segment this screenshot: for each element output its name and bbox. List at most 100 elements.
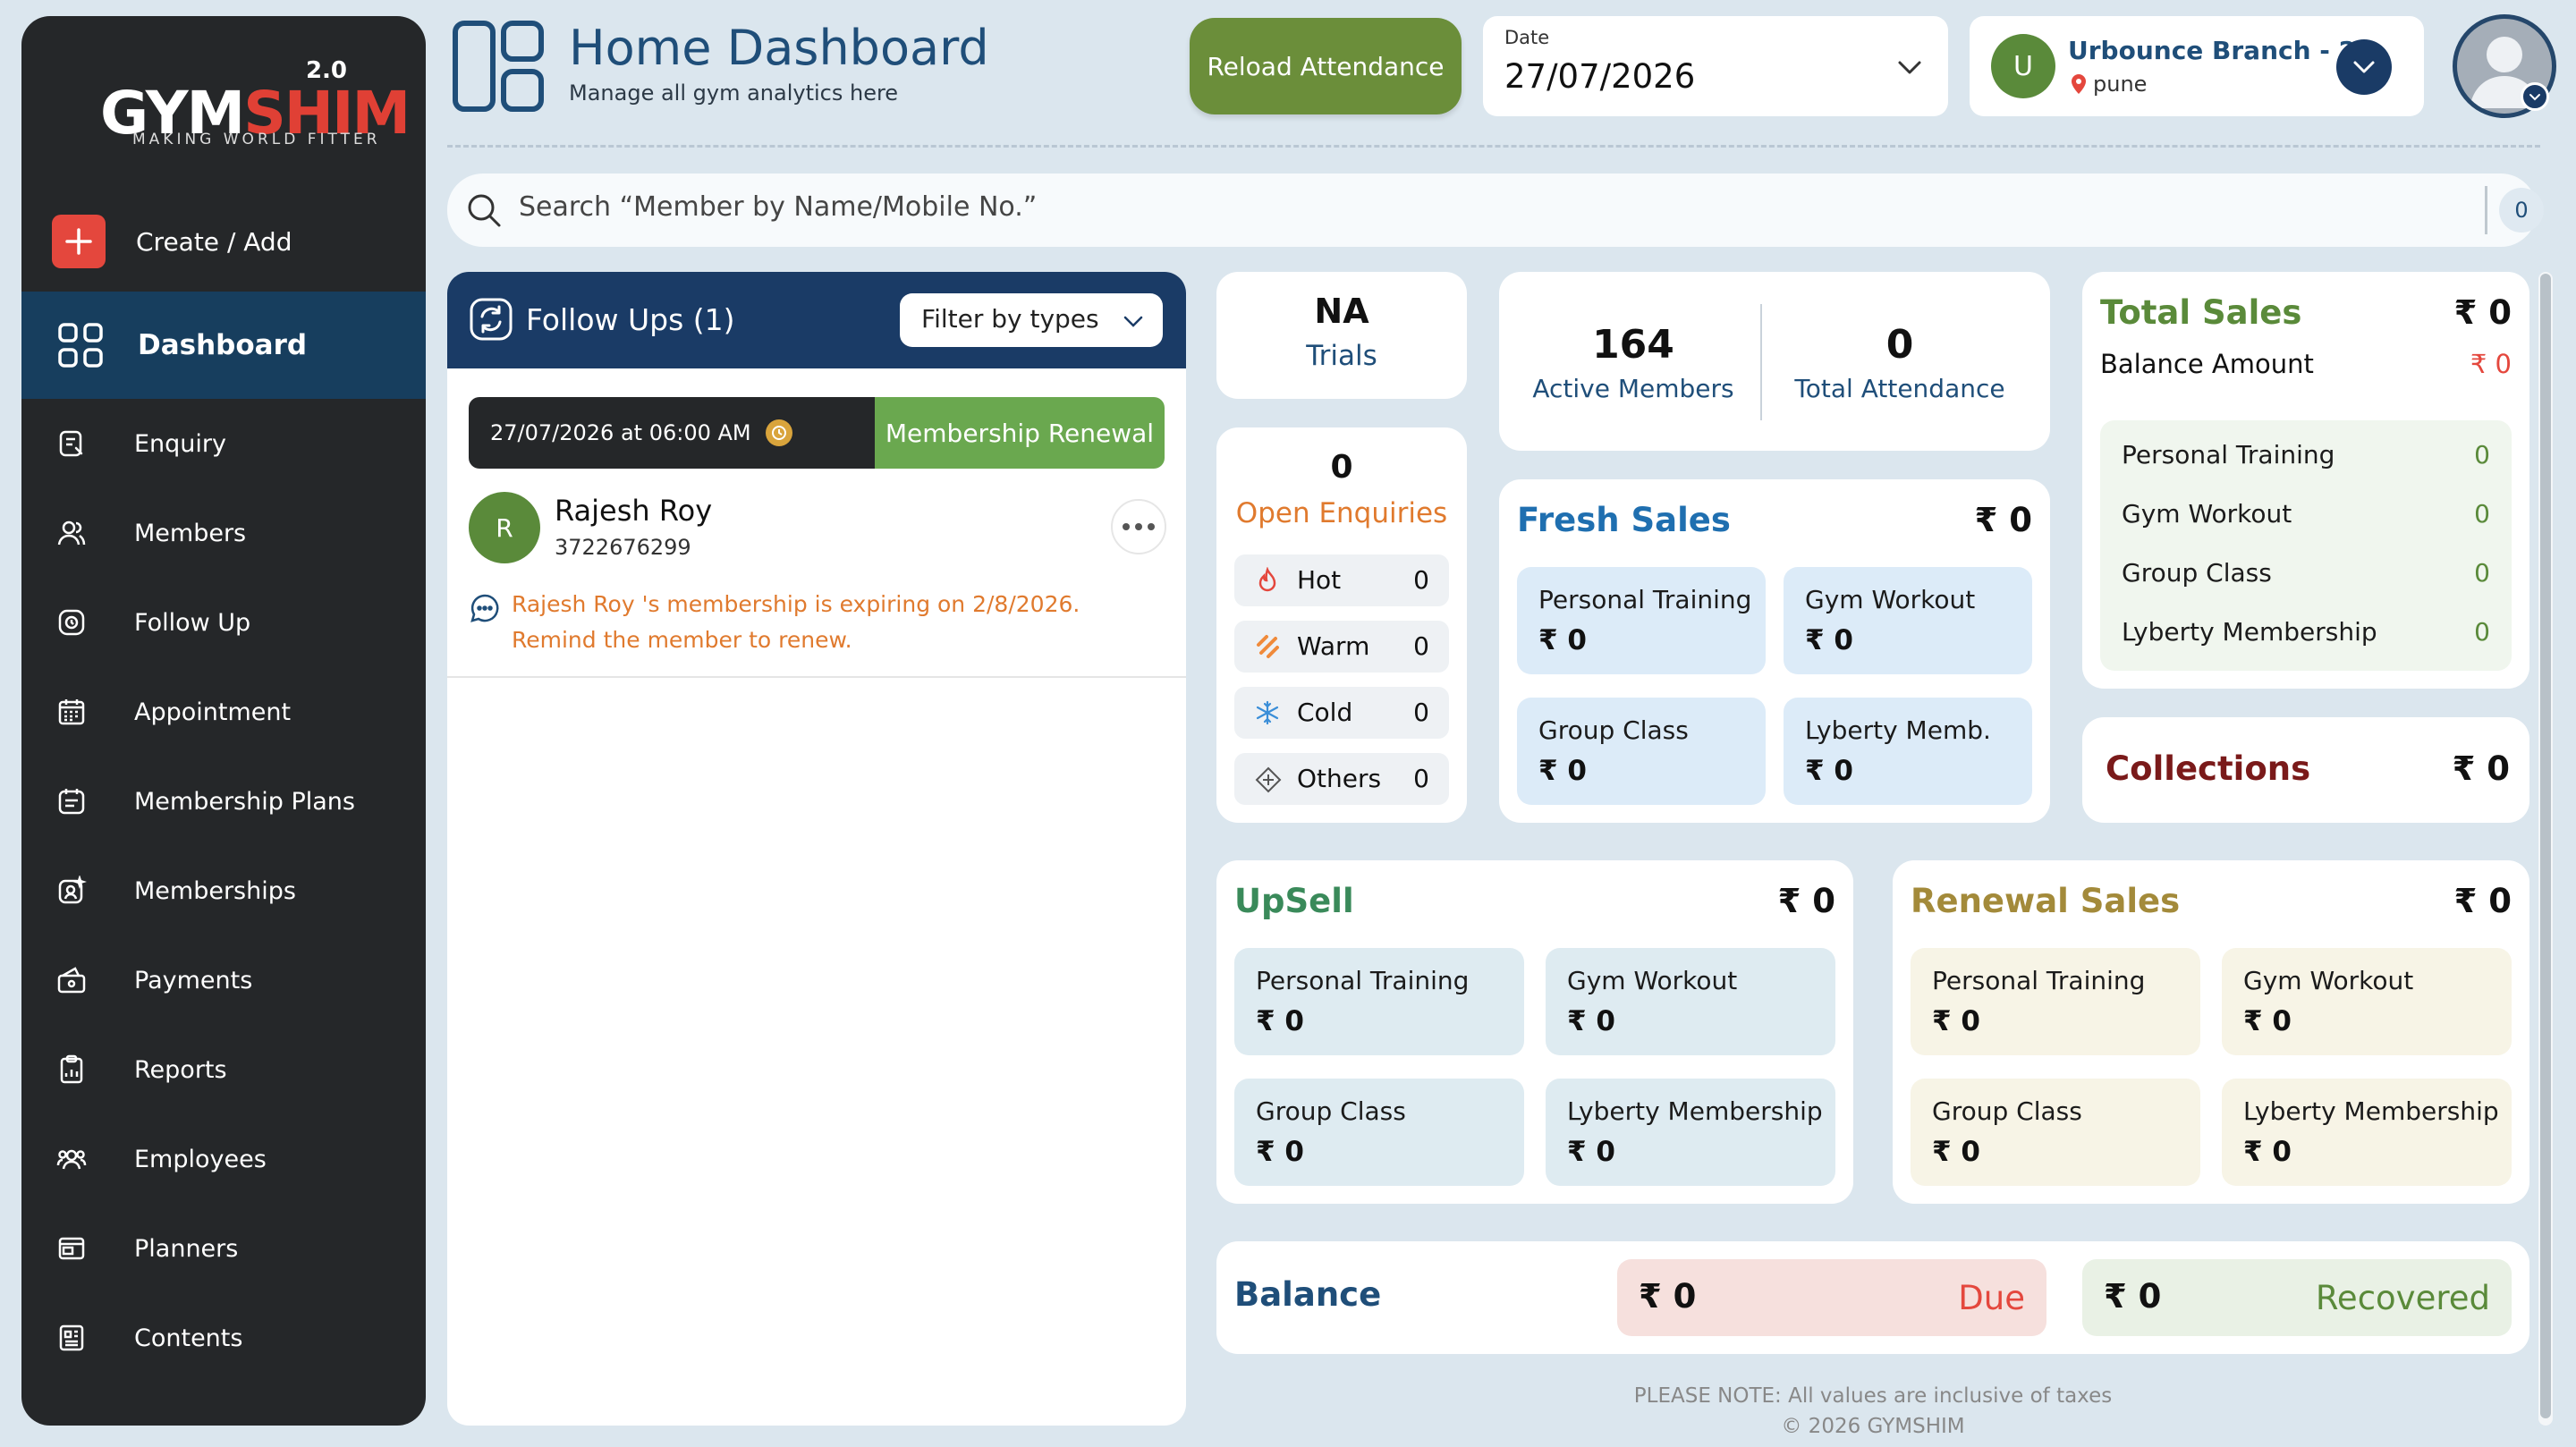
- renewal-tile[interactable]: Lyberty Membership ₹ 0: [2222, 1079, 2512, 1186]
- header-divider: [447, 145, 2540, 148]
- sidebar-item-membership-plans[interactable]: Membership Plans: [21, 757, 426, 846]
- follow-ups-header: Follow Ups (1) Filter by types: [447, 272, 1186, 368]
- plans-icon: [54, 783, 89, 819]
- total-attendance-value: 0: [1885, 322, 1914, 368]
- collections-card[interactable]: Collections ₹ 0: [2082, 717, 2529, 823]
- enquiry-cold-row[interactable]: Cold 0: [1234, 687, 1449, 739]
- member-search-bar[interactable]: Search “Member by Name/Mobile No.” 0: [447, 173, 2544, 247]
- sidebar-item-label: Appointment: [134, 698, 292, 726]
- user-avatar[interactable]: [2453, 14, 2556, 118]
- flame-icon: [1254, 567, 1281, 594]
- diamond-icon: [1254, 766, 1283, 794]
- follow-ups-title: Follow Ups (1): [526, 302, 735, 337]
- fresh-sales-title[interactable]: Fresh Sales: [1517, 501, 1731, 539]
- enquiry-icon: [54, 426, 89, 461]
- sidebar-item-label: Planners: [134, 1234, 239, 1263]
- chevron-down-icon: [1123, 316, 1143, 327]
- create-add-label: Create / Add: [136, 226, 292, 257]
- balance-amount-value: ₹ 0: [2470, 349, 2512, 379]
- renewal-sales-title[interactable]: Renewal Sales: [1911, 882, 2181, 920]
- sidebar-item-dashboard[interactable]: Dashboard: [21, 292, 426, 399]
- gymshim-logo[interactable]: 2.0 GYMSHIM MAKING WORLD FITTER: [79, 38, 411, 154]
- total-sales-item: Group Class 0: [2122, 558, 2490, 588]
- sidebar-item-contents[interactable]: Contents: [21, 1293, 426, 1383]
- branch-avatar: U: [1991, 34, 2055, 98]
- branch-dropdown-button[interactable]: [2336, 39, 2392, 95]
- create-add-button[interactable]: Create / Add: [52, 199, 410, 284]
- filter-by-types-dropdown[interactable]: Filter by types: [900, 293, 1163, 347]
- total-attendance-label[interactable]: Total Attendance: [1794, 374, 2005, 403]
- balance-recovered-tile[interactable]: ₹ 0 Recovered: [2082, 1259, 2512, 1336]
- upsell-title[interactable]: UpSell: [1234, 882, 1354, 920]
- renewal-tile[interactable]: Personal Training ₹ 0: [1911, 948, 2200, 1055]
- sidebar-item-label: Follow Up: [134, 608, 251, 637]
- stat-divider: [1760, 304, 1762, 420]
- follow-up-icon: [54, 605, 89, 640]
- follow-ups-panel: Follow Ups (1) Filter by types 27/07/202…: [447, 272, 1186, 1426]
- open-enquiries-label[interactable]: Open Enquiries: [1235, 497, 1448, 529]
- renewal-tile[interactable]: Gym Workout ₹ 0: [2222, 948, 2512, 1055]
- sidebar-item-planners[interactable]: Planners: [21, 1204, 426, 1293]
- follow-up-type-badge: Membership Renewal: [875, 397, 1165, 469]
- grid-icon: [57, 322, 104, 368]
- open-enquiries-value: 0: [1330, 449, 1353, 486]
- total-sales-title[interactable]: Total Sales: [2100, 293, 2302, 332]
- enquiry-warm-row[interactable]: Warm 0: [1234, 621, 1449, 673]
- reload-attendance-button[interactable]: Reload Attendance: [1190, 18, 1462, 114]
- fresh-sales-tile[interactable]: Lyberty Memb. ₹ 0: [1784, 698, 2032, 805]
- sidebar-item-label: Members: [134, 519, 247, 547]
- sidebar-item-memberships[interactable]: Memberships: [21, 846, 426, 935]
- fresh-sales-tile[interactable]: Gym Workout ₹ 0: [1784, 567, 2032, 674]
- search-input[interactable]: Search “Member by Name/Mobile No.”: [519, 191, 1038, 223]
- balance-due-tile[interactable]: ₹ 0 Due: [1617, 1259, 2046, 1336]
- total-sales-item: Lyberty Membership 0: [2122, 617, 2490, 647]
- warm-icon: [1254, 633, 1281, 660]
- calendar-icon: [54, 694, 89, 730]
- scrollbar-thumb[interactable]: [2540, 274, 2551, 1418]
- follow-up-card-bar[interactable]: 27/07/2026 at 06:00 AM Membership Renewa…: [469, 397, 1165, 469]
- active-members-label[interactable]: Active Members: [1532, 374, 1734, 403]
- avatar-chevron-icon[interactable]: [2521, 82, 2549, 111]
- more-options-button[interactable]: [1111, 499, 1166, 554]
- sidebar-item-payments[interactable]: Payments: [21, 935, 426, 1025]
- upsell-tile[interactable]: Group Class ₹ 0: [1234, 1079, 1524, 1186]
- logo-tagline: MAKING WORLD FITTER: [132, 131, 381, 148]
- sidebar-item-follow-up[interactable]: Follow Up: [21, 578, 426, 667]
- upsell-tile[interactable]: Lyberty Membership ₹ 0: [1546, 1079, 1835, 1186]
- member-phone: 3722676299: [555, 535, 691, 560]
- branch-selector[interactable]: U Urbounce Branch - 2 pune: [1970, 16, 2424, 116]
- fresh-sales-tile[interactable]: Group Class ₹ 0: [1517, 698, 1766, 805]
- sidebar-item-reports[interactable]: Reports: [21, 1025, 426, 1114]
- sidebar-item-appointment[interactable]: Appointment: [21, 667, 426, 757]
- sidebar-item-label: Membership Plans: [134, 787, 355, 816]
- upsell-tile[interactable]: Gym Workout ₹ 0: [1546, 948, 1835, 1055]
- fresh-sales-tile[interactable]: Personal Training ₹ 0: [1517, 567, 1766, 674]
- tax-note: PLEASE NOTE: All values are inclusive of…: [1633, 1384, 2113, 1408]
- due-value: ₹ 0: [1639, 1277, 1697, 1316]
- sidebar-item-enquiry[interactable]: Enquiry: [21, 399, 426, 488]
- sidebar-item-members[interactable]: Members: [21, 488, 426, 578]
- due-label: Due: [1958, 1279, 2025, 1317]
- refresh-icon[interactable]: [469, 297, 513, 342]
- dashboard-layout-icon: [452, 20, 545, 113]
- trials-card[interactable]: NA Trials: [1216, 272, 1467, 399]
- copyright-text: © 2026 GYMSHIM: [1781, 1415, 1965, 1438]
- member-name[interactable]: Rajesh Roy: [555, 494, 713, 528]
- enquiry-others-row[interactable]: Others 0: [1234, 753, 1449, 805]
- sidebar-item-label: Payments: [134, 966, 253, 994]
- enquiry-hot-row[interactable]: Hot 0: [1234, 554, 1449, 606]
- renewal-sales-card: Renewal Sales ₹ 0 Personal Training ₹ 0 G…: [1893, 860, 2529, 1204]
- sidebar: 2.0 GYMSHIM MAKING WORLD FITTER Create /…: [21, 16, 426, 1426]
- filter-label: Filter by types: [921, 304, 1099, 334]
- upsell-tile[interactable]: Personal Training ₹ 0: [1234, 948, 1524, 1055]
- balance-amount-label: Balance Amount: [2100, 349, 2314, 379]
- fresh-sales-total: ₹ 0: [1974, 501, 2032, 539]
- chevron-down-icon: [1894, 52, 1925, 82]
- sidebar-item-employees[interactable]: Employees: [21, 1114, 426, 1204]
- collections-title: Collections: [2106, 749, 2311, 788]
- page-subtitle: Manage all gym analytics here: [569, 80, 899, 106]
- renewal-tile[interactable]: Group Class ₹ 0: [1911, 1079, 2200, 1186]
- sidebar-item-label: Enquiry: [134, 429, 227, 458]
- sidebar-item-label: Memberships: [134, 876, 296, 905]
- date-picker[interactable]: Date 27/07/2026: [1483, 16, 1948, 116]
